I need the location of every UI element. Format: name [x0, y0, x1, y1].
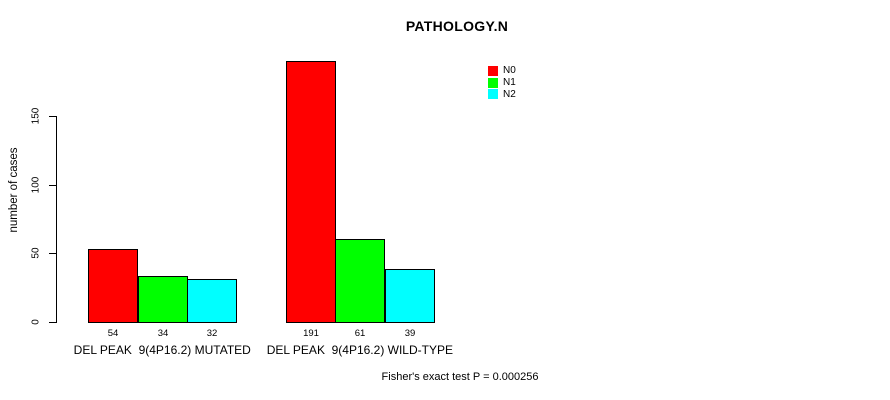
bar-value-label: 34	[157, 328, 169, 339]
y-axis-tick-label: 150	[30, 107, 42, 125]
legend-swatch-n2	[488, 89, 498, 100]
y-axis-tick-label: 0	[30, 319, 42, 325]
bar-value-label: 54	[107, 328, 119, 339]
legend-item-n2: N2	[488, 88, 516, 100]
bar-value-label: 191	[303, 328, 319, 339]
y-axis-tick-label: 50	[30, 247, 42, 259]
legend-swatch-n1	[488, 77, 498, 88]
y-axis-tick	[49, 322, 56, 323]
legend-item-n0: N0	[488, 65, 516, 77]
y-axis-label: number of cases	[8, 147, 20, 233]
y-axis-tick	[49, 253, 56, 254]
legend-label-n2: N2	[503, 88, 516, 100]
category-label-group2: DEL PEAK 9(4P16.2) WILD-TYPE	[266, 343, 453, 357]
legend-label-n1: N1	[503, 77, 516, 89]
bar-value-label: 32	[206, 328, 218, 339]
bar-value-label: 39	[404, 328, 416, 339]
bar-n0-group1	[88, 249, 138, 323]
bar-n2-group1	[187, 279, 237, 323]
bar-n2-group2	[385, 269, 435, 323]
bar-n0-group2	[286, 61, 336, 323]
category-label-group1: DEL PEAK 9(4P16.2) MUTATED	[73, 343, 251, 357]
y-axis-tick	[49, 185, 56, 186]
legend-swatch-n0	[488, 65, 498, 76]
chart-title: PATHOLOGY.N	[405, 18, 509, 34]
bar-value-label: 61	[354, 328, 366, 339]
bar-n1-group1	[138, 276, 188, 323]
y-axis-tick-label: 100	[30, 176, 42, 194]
y-axis-line	[56, 116, 57, 323]
legend-label-n0: N0	[503, 65, 516, 77]
legend-item-n1: N1	[488, 77, 516, 89]
bar-n1-group2	[335, 239, 385, 323]
y-axis-tick	[49, 116, 56, 117]
legend: N0 N1 N2	[488, 65, 516, 100]
annotation-fisher-test: Fisher's exact test P = 0.000256	[381, 371, 539, 383]
